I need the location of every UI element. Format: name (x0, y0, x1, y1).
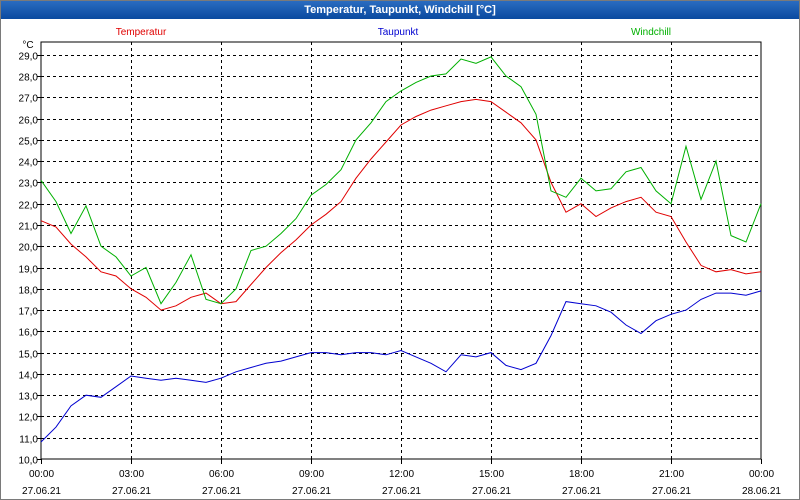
y-tick-label: 18,0 (19, 286, 39, 297)
x-tick-date-label: 27.06.21 (22, 486, 61, 497)
y-tick-label: 14,0 (19, 371, 39, 382)
y-tick-label: 29,0 (19, 52, 39, 63)
x-tick-time-label: 03:00 (119, 469, 144, 480)
y-tick-label: 21,0 (19, 222, 39, 233)
x-tick-date-label: 27.06.21 (652, 486, 691, 497)
y-tick-label: 19,0 (19, 265, 39, 276)
x-tick-date-label: 28.06.21 (742, 486, 781, 497)
x-tick-time-label: 18:00 (569, 469, 594, 480)
y-tick-label: 20,0 (19, 243, 39, 254)
x-tick-date-label: 27.06.21 (382, 486, 421, 497)
x-tick-time-label: 15:00 (479, 469, 504, 480)
x-tick-date-label: 27.06.21 (292, 486, 331, 497)
x-tick-time-label: 00:00 (29, 469, 54, 480)
series-line-temperatur (40, 98, 762, 311)
y-tick-label: 11,0 (19, 435, 38, 446)
y-tick-label: 13,0 (19, 392, 39, 403)
y-tick-label: 17,0 (19, 307, 39, 318)
x-tick-time-label: 09:00 (299, 469, 324, 480)
x-tick-time-label: 12:00 (389, 469, 414, 480)
y-tick-label: 27,0 (19, 94, 39, 105)
y-tick-label: 24,0 (19, 158, 39, 169)
x-tick-date-label: 27.06.21 (472, 486, 511, 497)
y-tick-label: 10,0 (19, 456, 39, 467)
window-title: Temperatur, Taupunkt, Windchill [°C] (1, 1, 799, 19)
x-tick-time-label: 00:00 (749, 469, 774, 480)
plot-area (40, 41, 762, 460)
legend-temperatur: Temperatur (116, 27, 167, 38)
y-tick-label: 28,0 (19, 73, 39, 84)
series-line-taupunkt (40, 290, 762, 443)
y-unit-label: °C (22, 40, 33, 51)
series-line-windchill (40, 56, 762, 305)
x-tick-date-label: 27.06.21 (112, 486, 151, 497)
y-tick-label: 12,0 (19, 413, 39, 424)
legend-taupunkt: Taupunkt (378, 27, 419, 38)
y-tick-label: 26,0 (19, 116, 39, 127)
y-tick-label: 16,0 (19, 328, 39, 339)
x-tick-date-label: 27.06.21 (562, 486, 601, 497)
x-tick-date-label: 27.06.21 (202, 486, 241, 497)
y-tick-label: 23,0 (19, 179, 39, 190)
x-tick-time-label: 21:00 (659, 469, 684, 480)
chart-canvas: 10,0 11,0 12,0 13,0 14,0 15,0 16,0 17,0 18,0 19,0… (19, 27, 782, 497)
y-tick-label: 22,0 (19, 201, 39, 212)
y-tick-label: 25,0 (19, 137, 39, 148)
y-tick-label: 15,0 (19, 350, 39, 361)
x-tick-time-label: 06:00 (209, 469, 234, 480)
legend-windchill: Windchill (631, 27, 671, 38)
